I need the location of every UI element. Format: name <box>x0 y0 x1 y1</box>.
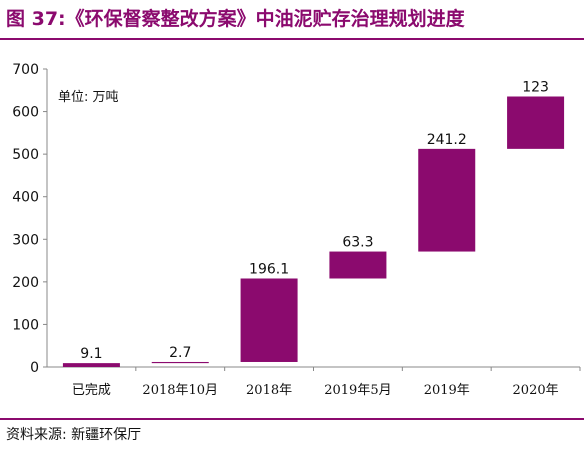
y-tick-label: 600 <box>12 105 39 121</box>
source-divider <box>0 418 584 420</box>
x-tick-label: 2018年10月 <box>142 383 218 398</box>
y-tick-label: 200 <box>12 275 39 291</box>
data-label: 196.1 <box>249 261 289 277</box>
chart: 0 100 200 300 400 500 600 700 已完成 2018年10月 2018年 20… <box>12 62 581 398</box>
x-tick-label: 2019年5月 <box>324 383 391 398</box>
y-tick-label: 400 <box>12 190 39 206</box>
bars <box>62 96 565 367</box>
bar <box>507 96 565 149</box>
bar <box>329 251 387 279</box>
x-tick-label: 2019年 <box>424 383 470 398</box>
bar <box>151 361 209 364</box>
y-tick-label: 300 <box>12 232 39 248</box>
data-label: 123 <box>522 80 549 96</box>
title-divider <box>0 38 584 40</box>
bar <box>62 363 120 367</box>
source-note: 资料来源: 新疆环保厅 <box>6 427 142 443</box>
data-labels: 9.1 2.7 196.1 63.3 241.2 123 <box>80 80 549 363</box>
figure-title: 图 37:《环保督察整改方案》中油泥贮存治理规划进度 <box>6 8 465 30</box>
bar <box>418 148 476 252</box>
x-tick-label: 已完成 <box>72 383 111 398</box>
x-tick-label: 2020年 <box>513 383 559 398</box>
data-label: 241.2 <box>427 132 467 148</box>
y-tick-label: 700 <box>12 62 39 78</box>
unit-label: 单位: 万吨 <box>58 90 119 105</box>
x-tick-label: 2018年 <box>246 383 292 398</box>
data-label: 63.3 <box>342 235 373 251</box>
axes: 0 100 200 300 400 500 600 700 已完成 2018年10月 2018年 20… <box>12 62 581 398</box>
y-tick-label: 100 <box>12 317 39 333</box>
y-tick-label: 500 <box>12 147 39 163</box>
data-label: 9.1 <box>80 346 102 362</box>
bar <box>240 278 298 362</box>
data-label: 2.7 <box>169 345 191 361</box>
y-tick-label: 0 <box>30 360 39 376</box>
